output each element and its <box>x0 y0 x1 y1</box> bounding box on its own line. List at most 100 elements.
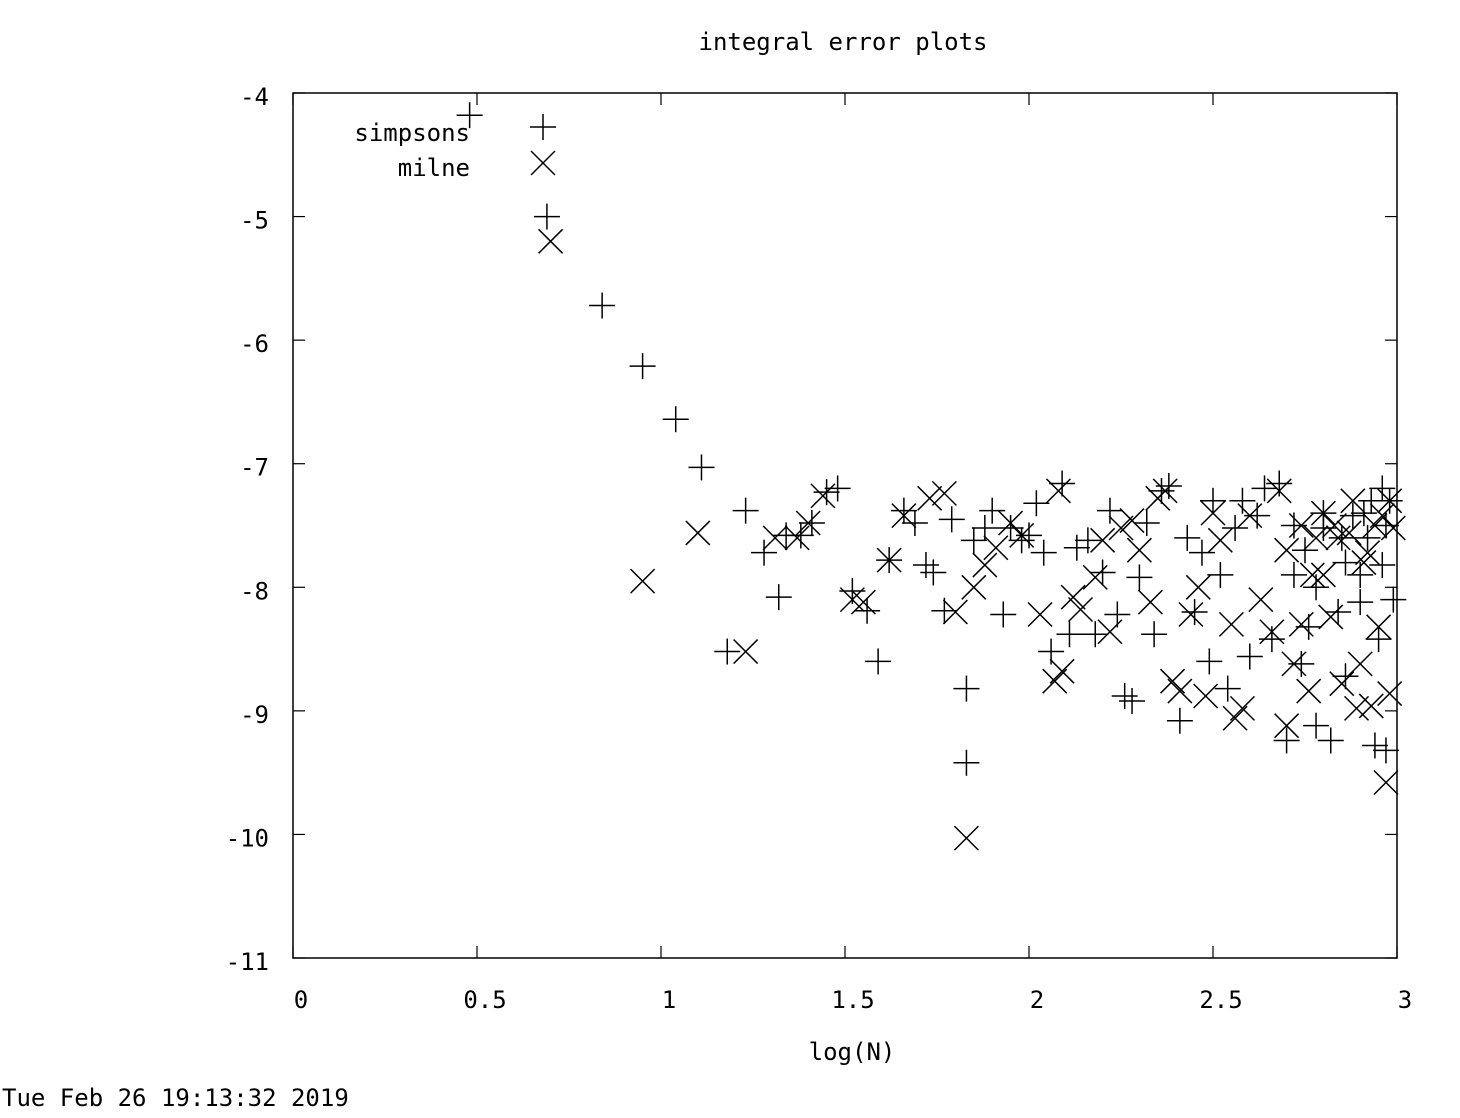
point-simpsons <box>1280 512 1307 539</box>
data-points <box>456 102 1407 851</box>
point-simpsons <box>1119 687 1146 714</box>
point-milne <box>1027 601 1053 628</box>
point-simpsons <box>1354 524 1381 551</box>
point-simpsons <box>1332 549 1359 576</box>
point-milne <box>1009 522 1035 548</box>
point-milne <box>1185 574 1211 600</box>
point-simpsons <box>960 527 987 554</box>
point-simpsons <box>912 552 939 579</box>
point-milne <box>891 503 917 529</box>
point-milne <box>1274 713 1300 739</box>
point-simpsons <box>714 638 741 665</box>
y-tick-label: -5 <box>240 207 269 235</box>
point-simpsons <box>662 406 689 433</box>
point-milne <box>1229 695 1255 721</box>
point-milne <box>1318 604 1344 630</box>
point-milne <box>1340 488 1366 514</box>
point-simpsons <box>1016 522 1042 549</box>
point-milne <box>1266 478 1292 504</box>
point-milne <box>942 599 968 625</box>
point-milne <box>1366 614 1392 640</box>
point-simpsons <box>1096 497 1123 524</box>
point-milne <box>1152 478 1178 504</box>
y-tick-label: -4 <box>240 83 269 111</box>
point-milne <box>1351 550 1377 576</box>
point-simpsons <box>1325 599 1352 625</box>
point-simpsons <box>931 597 958 624</box>
point-simpsons <box>589 292 616 319</box>
point-milne <box>1321 512 1347 539</box>
point-milne <box>1090 527 1116 553</box>
point-simpsons <box>953 675 980 702</box>
point-milne <box>998 510 1024 536</box>
point-simpsons <box>1200 487 1226 514</box>
point-simpsons <box>1372 737 1399 764</box>
point-milne <box>850 589 876 615</box>
point-milne <box>1049 658 1075 684</box>
x-tick-label: 0.5 <box>463 986 506 1014</box>
point-simpsons <box>1288 650 1315 677</box>
point-simpsons <box>787 522 814 549</box>
point-simpsons <box>1258 626 1285 653</box>
point-simpsons <box>938 506 965 533</box>
point-milne <box>1193 683 1219 709</box>
point-simpsons <box>1166 707 1193 734</box>
x-tick-label: 2 <box>1030 986 1044 1014</box>
point-milne <box>1042 668 1068 694</box>
point-milne <box>1347 651 1373 677</box>
point-simpsons <box>1380 586 1407 613</box>
point-milne <box>1060 584 1086 610</box>
point-simpsons <box>890 497 917 524</box>
y-tick-label: -9 <box>240 701 269 729</box>
legend-marker-milne <box>530 150 556 176</box>
point-milne <box>1200 500 1226 526</box>
legend: simpsons milne <box>354 114 556 182</box>
point-simpsons <box>1133 510 1160 537</box>
point-simpsons <box>1347 589 1374 616</box>
point-simpsons <box>1358 487 1385 514</box>
point-milne <box>1343 695 1370 721</box>
x-tick-label: 2.5 <box>1199 986 1242 1014</box>
point-milne <box>1259 619 1285 645</box>
x-tick-label: 3 <box>1398 986 1412 1014</box>
point-simpsons <box>1295 613 1322 640</box>
point-milne <box>1299 562 1325 588</box>
point-milne <box>1082 564 1108 590</box>
point-simpsons <box>979 497 1006 524</box>
point-milne <box>1288 611 1314 637</box>
point-simpsons <box>1236 643 1263 670</box>
x-axis-label: log(N) <box>809 1038 896 1066</box>
y-tick-label: -8 <box>240 577 269 605</box>
point-simpsons <box>1089 559 1116 586</box>
point-milne <box>1097 619 1123 645</box>
point-milne <box>733 639 759 665</box>
footer-timestamp: Tue Feb 26 19:13:32 2019 <box>2 1084 349 1112</box>
point-simpsons <box>765 584 792 611</box>
point-simpsons <box>751 539 778 566</box>
point-milne <box>1296 678 1322 704</box>
point-simpsons <box>629 353 656 380</box>
point-milne <box>1207 527 1233 553</box>
point-milne <box>1045 478 1071 504</box>
point-simpsons <box>1008 527 1035 554</box>
point-simpsons <box>1049 470 1076 497</box>
point-simpsons <box>1074 527 1101 554</box>
point-simpsons <box>1023 490 1050 517</box>
point-milne <box>1310 500 1336 526</box>
point-simpsons <box>688 454 715 481</box>
point-simpsons <box>1361 732 1388 759</box>
point-simpsons <box>456 102 483 129</box>
point-simpsons <box>1063 534 1090 561</box>
point-simpsons <box>1369 475 1396 502</box>
point-milne <box>1303 525 1329 551</box>
chart-title: integral error plots <box>699 28 988 56</box>
point-milne <box>810 483 836 509</box>
point-milne <box>1178 601 1204 628</box>
point-milne <box>762 525 788 551</box>
point-milne <box>1159 668 1186 694</box>
point-milne <box>1362 512 1388 539</box>
point-milne <box>983 535 1009 561</box>
point-milne <box>1137 589 1163 615</box>
point-simpsons <box>1372 512 1399 539</box>
point-simpsons <box>990 601 1017 628</box>
